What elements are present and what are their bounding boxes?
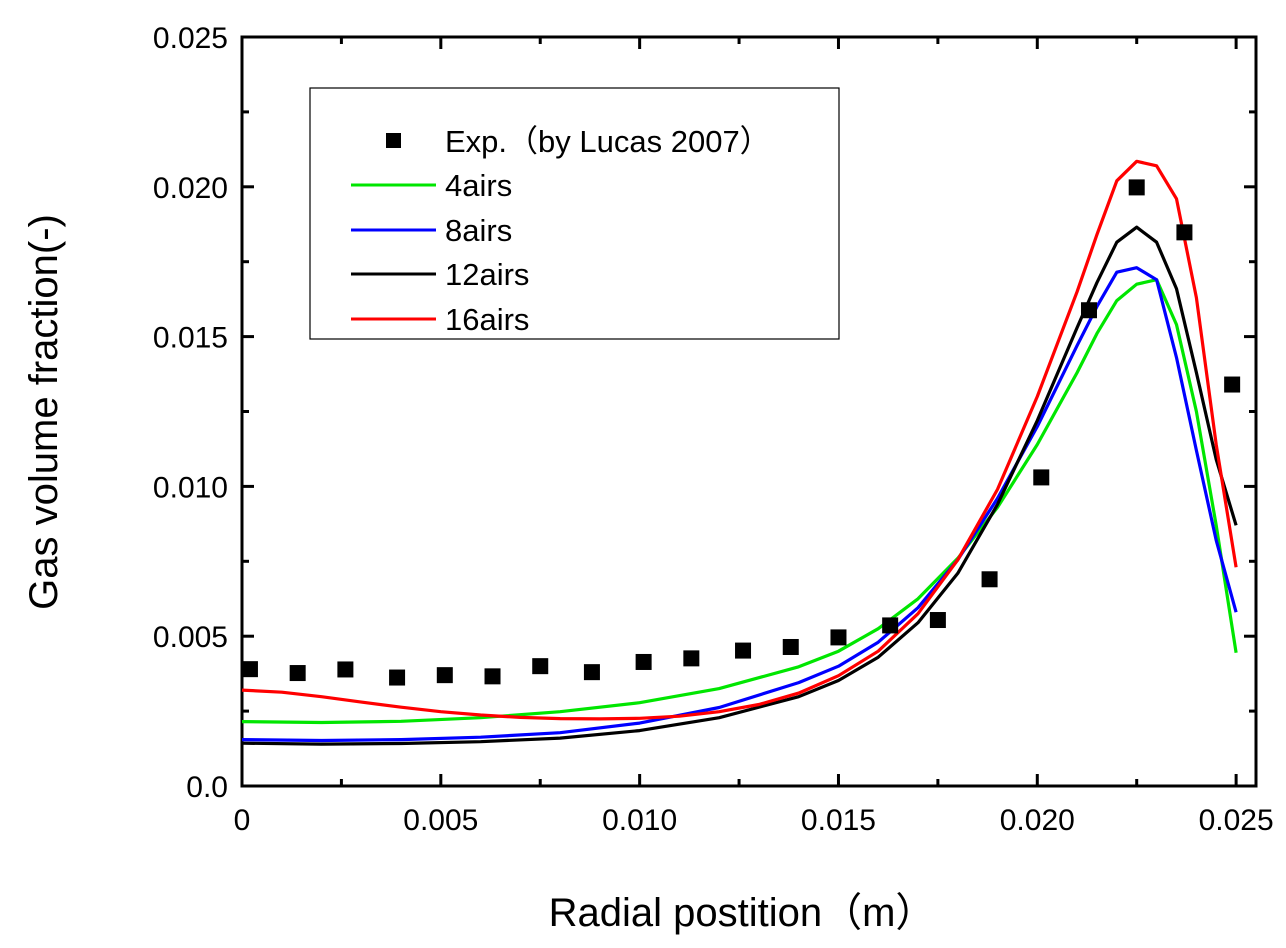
data-point-exp bbox=[929, 612, 946, 629]
legend-label-8airs: 8airs bbox=[445, 213, 512, 248]
data-point-exp bbox=[635, 653, 652, 670]
y-axis-ticks: 0.0 0.005 0.010 0.015 0.020 0.025 bbox=[153, 22, 1256, 804]
data-point-exp bbox=[830, 629, 847, 646]
y-tick-label: 0.010 bbox=[153, 471, 228, 504]
x-tick-label: 0.020 bbox=[1000, 804, 1075, 837]
series-line-12airs bbox=[241, 225, 1238, 746]
x-tick-label: 0.010 bbox=[602, 804, 677, 837]
series-line-16airs bbox=[241, 159, 1238, 721]
data-point-exp bbox=[882, 617, 899, 634]
data-point-exp bbox=[1176, 224, 1193, 241]
data-point-exp bbox=[241, 661, 258, 678]
legend-label-4airs: 4airs bbox=[445, 168, 512, 203]
y-axis-title: Gas volume fraction(-) bbox=[22, 214, 66, 610]
legend-label-12airs: 12airs bbox=[445, 257, 529, 292]
data-point-exp bbox=[981, 571, 998, 588]
data-point-exp bbox=[289, 665, 306, 682]
x-axis-ticks: 0 0.005 0.010 0.015 0.020 0.025 bbox=[234, 37, 1274, 837]
data-point-exp bbox=[683, 650, 700, 667]
data-point-exp bbox=[1224, 376, 1241, 393]
data-point-exp bbox=[436, 667, 453, 684]
y-tick-label: 0.005 bbox=[153, 621, 228, 654]
data-point-exp bbox=[782, 638, 799, 655]
legend-box bbox=[309, 87, 840, 340]
series-points bbox=[241, 179, 1241, 686]
x-tick-label: 0 bbox=[234, 804, 251, 837]
x-axis-title: Radial postition（m） bbox=[549, 891, 936, 935]
data-point-exp bbox=[583, 664, 600, 681]
y-tick-label: 0.025 bbox=[153, 22, 228, 55]
legend: Exp.（by Lucas 2007） 4airs 8airs 12airs 1… bbox=[309, 87, 840, 340]
x-tick-label: 0.025 bbox=[1199, 804, 1274, 837]
y-tick-label: 0.020 bbox=[153, 172, 228, 205]
data-point-exp bbox=[1033, 469, 1050, 486]
legend-label-16airs: 16airs bbox=[445, 302, 529, 337]
data-point-exp bbox=[1128, 179, 1145, 196]
legend-label-exp: Exp.（by Lucas 2007） bbox=[445, 124, 771, 159]
data-point-exp bbox=[484, 668, 501, 685]
series-lines bbox=[241, 159, 1238, 746]
data-point-exp bbox=[1080, 302, 1097, 319]
data-point-exp bbox=[532, 658, 549, 675]
legend-marker-exp bbox=[386, 133, 401, 148]
y-tick-label: 0.015 bbox=[153, 322, 228, 355]
x-tick-label: 0.005 bbox=[403, 804, 478, 837]
data-point-exp bbox=[389, 669, 406, 686]
x-tick-label: 0.015 bbox=[801, 804, 876, 837]
data-point-exp bbox=[337, 661, 354, 678]
data-point-exp bbox=[735, 642, 752, 659]
y-tick-label: 0.0 bbox=[186, 771, 228, 804]
